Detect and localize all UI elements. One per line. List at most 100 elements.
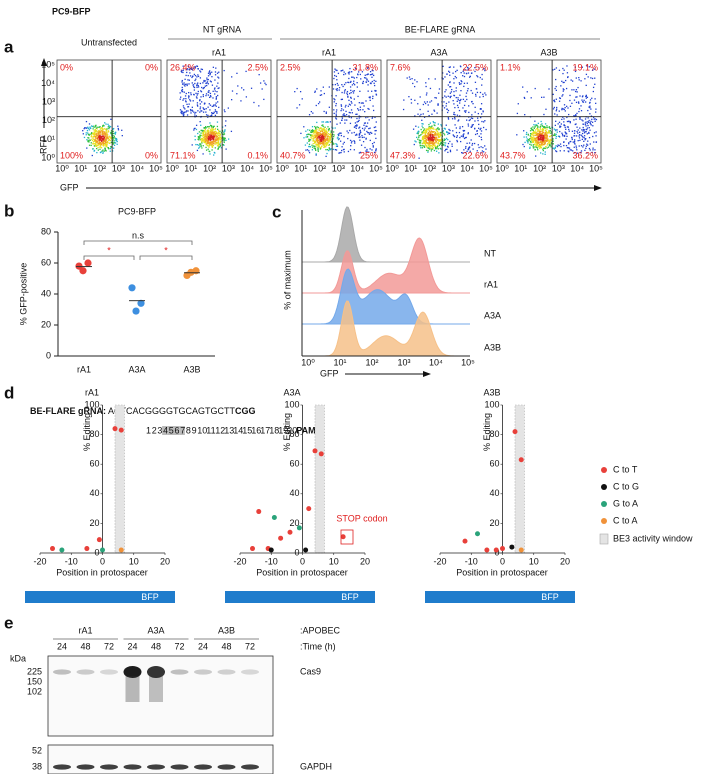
density-dot [428,142,431,144]
density-dot [312,140,314,142]
density-dot [566,116,568,119]
density-dot [428,134,430,136]
density-dot [530,140,532,143]
density-dot [430,126,433,128]
density-dot [373,79,375,82]
density-dot [594,120,596,122]
density-dot [303,137,305,139]
density-dot [584,123,586,126]
density-dot [296,87,298,90]
density-dot [214,127,217,130]
density-dot [210,125,213,127]
density-dot [191,106,193,108]
density-dot [206,135,208,137]
density-dot [422,143,424,145]
density-dot [543,147,545,150]
density-dot [432,135,434,137]
density-dot [219,130,221,132]
density-dot [352,92,355,94]
density-dot [210,144,212,146]
density-dot [442,130,445,132]
density-dot [592,125,594,127]
density-dot [313,145,315,147]
density-dot [358,115,361,117]
density-dot [555,108,558,110]
density-dot [241,87,243,89]
density-dot [583,135,586,137]
density-dot [594,83,596,85]
flow-x-tick: 10⁵ [149,163,163,173]
x-tick-label: 10⁰ [301,357,315,367]
density-dot [432,144,434,146]
density-dot [216,128,219,130]
edit-point [100,547,105,553]
density-dot [445,137,448,140]
density-dot [313,129,316,132]
density-dot [439,143,441,145]
pam-label: PAM [296,425,315,435]
density-dot [85,120,88,123]
density-dot [351,112,353,114]
density-dot [93,140,96,142]
density-dot [578,110,580,113]
density-dot [576,135,578,137]
density-dot [434,124,436,127]
density-dot [523,97,526,99]
density-dot [217,137,219,139]
density-dot [103,137,105,139]
density-dot [429,122,432,124]
density-dot [207,114,209,117]
density-dot [547,126,549,129]
density-dot [202,135,205,137]
density-dot [588,127,590,129]
density-dot [449,74,451,76]
density-dot [207,78,209,81]
density-dot [560,123,562,125]
density-dot [210,134,213,136]
density-dot [431,134,434,136]
density-dot [587,117,589,119]
density-dot [410,102,413,104]
density-dot [534,139,536,142]
density-dot [429,136,431,138]
density-dot [205,93,208,95]
density-dot [95,133,97,136]
density-dot [222,136,224,138]
density-dot [464,100,466,102]
density-dot [335,69,337,71]
density-dot [92,137,94,139]
time-label: 48 [151,641,161,651]
density-dot [93,133,96,136]
density-dot [194,65,196,68]
density-dot [460,65,462,68]
density-dot [308,140,310,142]
density-dot [445,96,447,98]
density-dot [474,133,477,136]
density-dot [457,99,459,101]
density-dot [315,144,318,146]
density-dot [349,112,351,114]
density-dot [332,148,335,151]
density-dot [115,139,117,141]
density-dot [583,137,586,139]
density-dot [212,130,214,132]
blot-label: GAPDH [300,761,332,771]
density-dot [336,137,339,139]
density-dot [202,133,204,135]
density-dot [430,130,433,132]
edit-point [268,547,274,553]
density-dot [307,133,309,135]
density-dot [536,124,538,127]
density-dot [333,143,335,145]
density-dot [309,129,311,131]
density-dot [92,132,94,134]
density-dot [197,84,199,87]
density-dot [565,144,568,147]
density-dot [204,139,207,141]
density-dot [453,82,455,84]
density-dot [563,89,565,91]
density-dot [214,71,217,73]
density-dot [301,98,303,100]
density-dot [461,152,463,154]
y-axis-label: % of maximum [282,250,292,310]
